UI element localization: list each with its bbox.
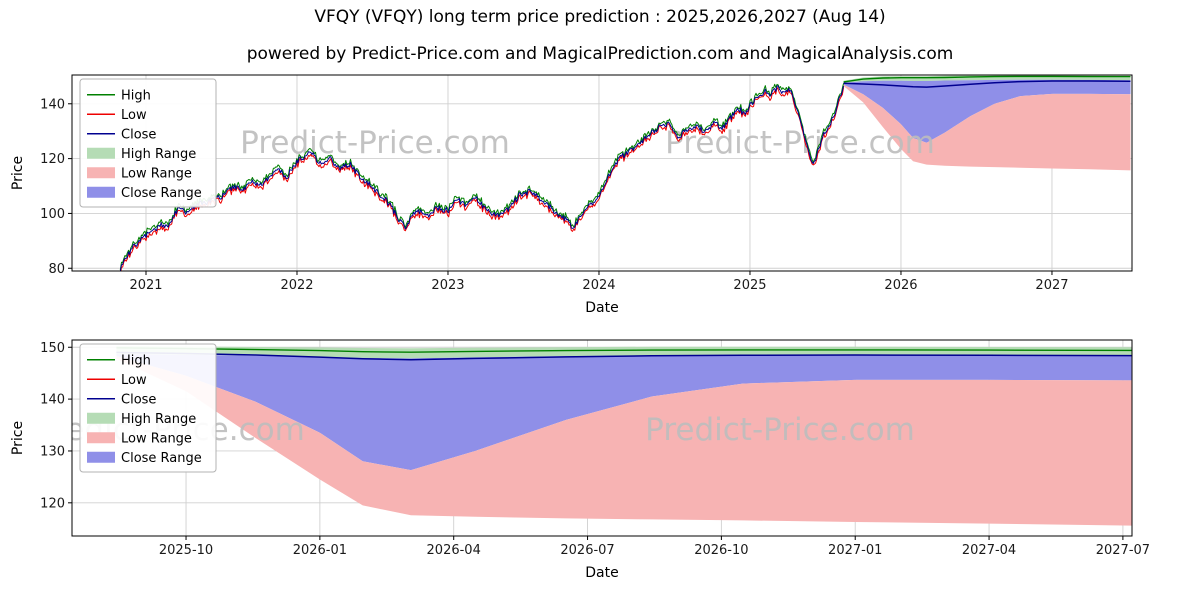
- legend-item-close-range: Close Range: [87, 451, 202, 466]
- x-axis-label: Date: [585, 565, 618, 581]
- low-line-history: [120, 86, 845, 271]
- legend: High Low Close High Range Low Range Close Ran…: [79, 78, 217, 208]
- x-tick-label: 2026-01: [293, 543, 347, 558]
- legend-label: Low: [121, 373, 147, 388]
- legend-patch-swatch: [87, 186, 115, 198]
- legend-label: Close: [121, 392, 156, 407]
- legend-item-high: High: [87, 88, 151, 103]
- x-tick-label: 2027: [1035, 278, 1068, 293]
- y-axis-label: Price: [10, 421, 26, 455]
- legend-item-close: Close: [87, 392, 156, 407]
- y-tick-label: 120: [40, 152, 65, 167]
- legend-label: High Range: [121, 147, 196, 162]
- legend-item-low-range: Low Range: [87, 431, 192, 446]
- axes-spines: [71, 339, 1133, 537]
- legend-label: Close Range: [121, 451, 202, 466]
- legend-label: Close: [121, 127, 156, 142]
- x-tick-label: 2023: [431, 278, 464, 293]
- legend-patch-swatch: [87, 412, 115, 424]
- close-line-history: [119, 85, 845, 271]
- x-tick-label: 2027-07: [1096, 543, 1150, 558]
- legend: High Low Close High Range Low Range Close Ran…: [79, 343, 217, 473]
- x-tick-label: 2027-04: [962, 543, 1016, 558]
- legend-label: Close Range: [121, 186, 202, 201]
- x-tick-label: 2026-10: [694, 543, 748, 558]
- high-line-forecast: [116, 347, 1132, 353]
- band-close-range: [116, 354, 1132, 471]
- x-axis-label: Date: [585, 300, 618, 316]
- figure-title: VFQY (VFQY) long term price prediction :…: [314, 7, 886, 27]
- x-tick-label: 2024: [582, 278, 615, 293]
- legend-item-close: Close: [87, 127, 156, 142]
- y-tick-label: 140: [40, 393, 65, 408]
- x-tick-label: 2025-10: [159, 543, 213, 558]
- x-tick-label: 2026-04: [427, 543, 481, 558]
- legend-patch-swatch: [87, 167, 115, 179]
- axes-spines: [71, 74, 1133, 272]
- high-line-forecast: [843, 75, 1131, 83]
- y-tick-label: 120: [40, 496, 65, 511]
- legend-label: High: [121, 353, 151, 368]
- legend-label: High: [121, 88, 151, 103]
- band-high-range: [116, 346, 1132, 359]
- legend-item-high: High: [87, 353, 151, 368]
- legend-item-low: Low: [87, 373, 147, 388]
- legend-item-high-range: High Range: [87, 412, 196, 427]
- x-tick-label: 2026-07: [560, 543, 614, 558]
- y-tick-label: 140: [40, 97, 65, 112]
- legend-label: High Range: [121, 412, 196, 427]
- high-line-history: [119, 83, 845, 271]
- y-tick-label: 150: [40, 341, 65, 356]
- y-axis-label: Price: [10, 156, 26, 190]
- legend-item-high-range: High Range: [87, 147, 196, 162]
- figure-subtitle: powered by Predict-Price.com and Magical…: [246, 44, 954, 64]
- band-low-range: [843, 84, 1131, 171]
- band-low-range: [116, 356, 1132, 526]
- x-tick-label: 2025: [733, 278, 766, 293]
- y-tick-label: 130: [40, 444, 65, 459]
- watermark-text: Predict-Price.com: [645, 412, 915, 448]
- x-tick-label: 2021: [129, 278, 162, 293]
- legend-label: Low Range: [121, 431, 192, 446]
- band-close-range: [843, 79, 1131, 143]
- legend-patch-swatch: [87, 451, 115, 463]
- legend-patch-swatch: [87, 147, 115, 159]
- y-tick-label: 100: [40, 207, 65, 222]
- close-line-forecast: [843, 80, 1131, 88]
- close-line-forecast: [116, 351, 1132, 361]
- legend-label: Low: [121, 108, 147, 123]
- legend-item-close-range: Close Range: [87, 186, 202, 201]
- x-tick-label: 2026: [884, 278, 917, 293]
- x-tick-label: 2027-01: [828, 543, 882, 558]
- watermark-text: Predict-Price.com: [240, 125, 510, 161]
- legend-item-low: Low: [87, 108, 147, 123]
- price-history-chart: Predict-Price.com Predict-Price.com 2021 20…: [10, 74, 1133, 316]
- x-tick-label: 2022: [280, 278, 313, 293]
- legend-item-low-range: Low Range: [87, 166, 192, 181]
- legend-patch-swatch: [87, 432, 115, 444]
- y-tick-label: 80: [48, 262, 65, 277]
- legend-label: Low Range: [121, 166, 192, 181]
